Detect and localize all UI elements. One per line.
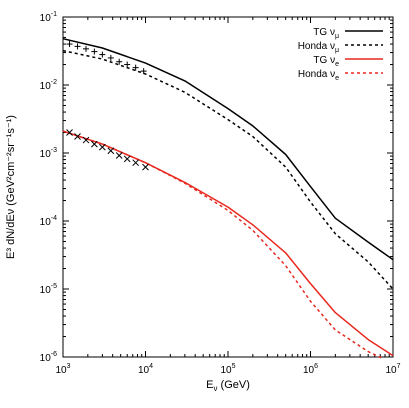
tick-marks [62, 17, 393, 358]
y-tick-label: 10-4 [40, 215, 57, 228]
plus-marker [116, 58, 123, 65]
series-line-3 [62, 130, 384, 360]
series-line-2 [62, 130, 394, 357]
cross-marker [142, 163, 149, 171]
y-tick-label: 10-1 [40, 11, 57, 24]
x-tick-label: 105 [220, 363, 235, 376]
cross-marker [115, 152, 123, 159]
series-lines [62, 37, 394, 360]
x-tick-label: 106 [303, 363, 318, 376]
x-tick-label: 104 [138, 363, 153, 376]
plus-marker [132, 64, 139, 71]
y-tick-labels: 10-1 10-2 10-3 10-4 10-5 10-6 [40, 11, 57, 364]
x-tick-label: 103 [55, 363, 70, 376]
plus-marker [124, 61, 131, 68]
series-line-0 [62, 37, 394, 261]
y-tick-label: 10-5 [40, 283, 57, 296]
plus-marker [140, 68, 147, 75]
plot-frame [62, 16, 394, 358]
cross-marker [74, 133, 81, 140]
series-line-1 [62, 49, 394, 290]
legend-label-2: TG νe [313, 55, 339, 68]
x-tick-label: 107 [385, 363, 400, 376]
plus-marker [99, 51, 106, 58]
cross-marker [132, 159, 140, 167]
y-tick-label: 10-6 [40, 351, 57, 364]
legend-label-0: TG νμ [313, 27, 339, 40]
cross-marker [107, 147, 115, 155]
plus-marker [107, 54, 114, 61]
plus-marker [66, 41, 73, 48]
cross-marker [99, 143, 106, 151]
plus-marker [91, 48, 98, 55]
x-tick-labels: 103 104 105 106 107 [55, 363, 400, 376]
cross-marker [66, 129, 73, 136]
cross-marker [82, 136, 90, 144]
y-axis-title: E³ dN/dEν (GeV²cm⁻²sr⁻¹s⁻¹) [5, 115, 17, 259]
y-tick-label: 10-3 [40, 147, 57, 160]
legend-label-1: Honda νμ [298, 41, 339, 54]
plus-marker [74, 43, 81, 50]
cross-marker [123, 155, 131, 163]
cross-marker [91, 140, 98, 148]
x-axis-title: Eν (GeV) [206, 379, 250, 393]
y-tick-label: 10-2 [40, 79, 57, 92]
legend-label-3: Honda νe [298, 69, 339, 82]
plus-marker [82, 45, 89, 52]
data-markers [66, 41, 149, 171]
